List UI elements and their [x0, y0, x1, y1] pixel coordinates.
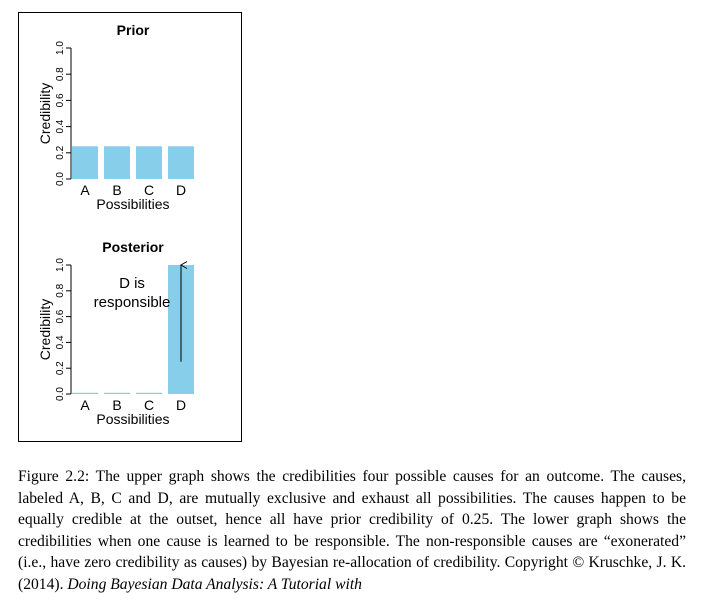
annotation-line-2: responsible: [94, 294, 171, 311]
prior-x-axis-label: Possibilities: [96, 196, 169, 212]
prior-bar-c: [136, 146, 162, 179]
posterior-bar-b: [104, 392, 130, 394]
prior-y-tick-label: 0.4: [55, 119, 66, 133]
posterior-y-axis-label: Credibility: [37, 299, 53, 360]
posterior-y-tick-label: 0.4: [55, 335, 66, 349]
prior-chart-title: Prior: [117, 22, 150, 38]
prior-x-tick-c: C: [144, 182, 154, 198]
prior-y-tick-label: 0.8: [55, 67, 66, 81]
prior-x-tick-a: A: [80, 182, 90, 198]
figure-frame: Prior A B C D 0.0 0.2 0.4 0.6 0.8 1.0 Possibilities…: [18, 12, 242, 442]
prior-x-tick-d: D: [176, 182, 186, 198]
posterior-chart-title: Posterior: [102, 239, 164, 255]
posterior-x-tick-b: B: [112, 397, 121, 413]
posterior-x-axis-label: Possibilities: [96, 411, 169, 427]
posterior-x-tick-c: C: [144, 397, 154, 413]
posterior-x-tick-d: D: [176, 397, 186, 413]
posterior-y-tick-label: 0.2: [55, 361, 66, 375]
posterior-bar-a: [72, 392, 98, 394]
posterior-y-tick-label: 1.0: [55, 258, 66, 272]
caption-text: Figure 2.2: The upper graph shows the cr…: [18, 468, 686, 593]
prior-y-tick-label: 1.0: [55, 41, 66, 55]
prior-y-tick-label: 0.0: [55, 172, 66, 186]
prior-bar-a: [72, 146, 98, 179]
prior-y-tick-label: 0.6: [55, 93, 66, 107]
prior-y-axis-label: Credibility: [37, 83, 53, 144]
prior-bar-d: [168, 146, 194, 179]
prior-bar-b: [104, 146, 130, 179]
caption-book-title: Doing Bayesian Data Analysis: A Tutorial…: [67, 575, 362, 593]
posterior-bar-c: [136, 392, 162, 394]
prior-y-tick-label: 0.2: [55, 145, 66, 159]
posterior-y-tick-label: 0.8: [55, 283, 66, 297]
annotation-line-1: D is: [119, 275, 145, 292]
posterior-y-tick-label: 0.0: [55, 387, 66, 401]
posterior-y-tick-label: 0.6: [55, 309, 66, 323]
figure-caption: Figure 2.2: The upper graph shows the cr…: [18, 466, 686, 596]
posterior-x-tick-a: A: [80, 397, 90, 413]
charts-svg: Prior A B C D 0.0 0.2 0.4 0.6 0.8 1.0 Possibilities…: [37, 22, 194, 427]
prior-x-tick-b: B: [112, 182, 121, 198]
